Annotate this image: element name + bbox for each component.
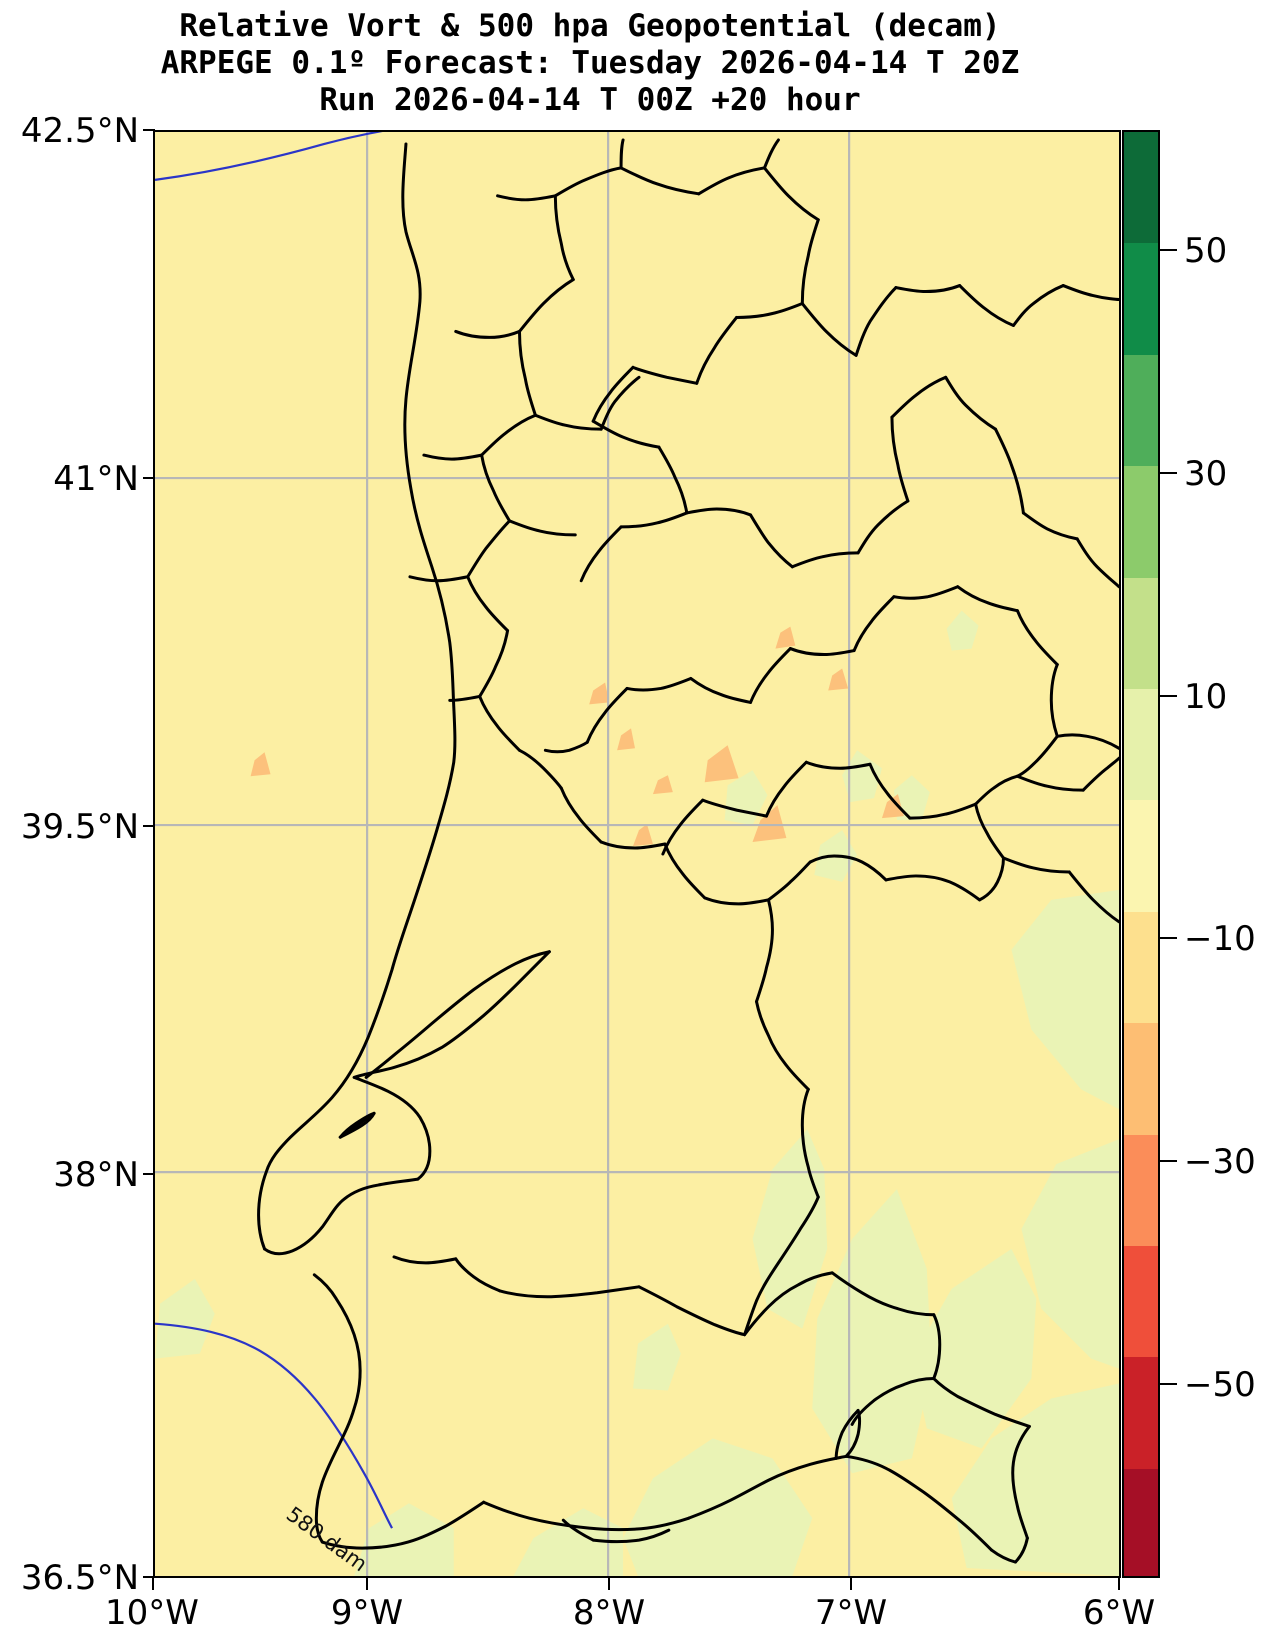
colorbar-band-2 [1124, 354, 1158, 467]
negative-vorticity-patches [250, 626, 904, 847]
xtick-label-7W: 7°W [814, 1593, 888, 1633]
xtick-mark-4 [1118, 1578, 1121, 1590]
map-svg [155, 132, 1119, 1576]
map-borders [257, 138, 1119, 1564]
cbtick-mark-10 [1160, 695, 1177, 698]
xtick-mark-1 [366, 1578, 369, 1590]
cbtick-mark-m30 [1160, 1160, 1177, 1163]
colorbar-band-4 [1124, 577, 1158, 689]
ytick-mark-2 [143, 825, 155, 828]
cbtick-mark-m50 [1160, 1383, 1177, 1386]
cbtick-mark-50 [1160, 249, 1177, 252]
xtick-mark-2 [608, 1578, 611, 1590]
geopotential-contour-580 [155, 132, 393, 1529]
ytick-label-42-5N: 42.5°N [20, 111, 139, 151]
xtick-label-9W: 9°W [330, 1593, 404, 1633]
colorbar-band-9 [1124, 1134, 1158, 1246]
map-plot-area[interactable] [153, 130, 1121, 1578]
colorbar[interactable] [1122, 130, 1160, 1578]
ytick-label-41N: 41°N [53, 459, 139, 499]
colorbar-band-10 [1124, 1245, 1158, 1358]
xtick-mark-3 [850, 1578, 853, 1590]
ytick-label-38N: 38°N [53, 1155, 139, 1195]
ytick-mark-4 [143, 1576, 155, 1579]
ytick-label-36-5N: 36.5°N [20, 1558, 139, 1598]
colorbar-band-3 [1124, 466, 1158, 578]
positive-vorticity-patches [155, 610, 1119, 1576]
colorbar-band-1 [1124, 243, 1158, 355]
cbtick-label-m30: −30 [1184, 1142, 1256, 1182]
ytick-mark-1 [143, 477, 155, 480]
ytick-mark-0 [143, 129, 155, 132]
cbtick-mark-30 [1160, 472, 1177, 475]
xtick-label-10W: 10°W [105, 1593, 199, 1633]
map-gridlines [155, 132, 1119, 1576]
xtick-mark-0 [152, 1578, 155, 1590]
chart-title-block: Relative Vort & 500 hpa Geopotential (de… [0, 8, 1180, 119]
cbtick-label-30: 30 [1184, 454, 1228, 494]
colorbar-band-5 [1124, 688, 1158, 801]
title-line-3: Run 2026-04-14 T 00Z +20 hour [319, 81, 861, 118]
ytick-mark-3 [143, 1173, 155, 1176]
colorbar-band-8 [1124, 1023, 1158, 1135]
colorbar-band-6 [1124, 800, 1158, 912]
title-line-1: Relative Vort & 500 hpa Geopotential (de… [179, 8, 1001, 44]
title-line-2: ARPEGE 0.1º Forecast: Tuesday 2026-04-14… [160, 44, 1020, 81]
colorbar-band-0 [1124, 132, 1158, 244]
cbtick-mark-m10 [1160, 937, 1177, 940]
colorbar-band-11 [1124, 1357, 1158, 1469]
cbtick-label-m50: −50 [1184, 1365, 1256, 1405]
ytick-label-39-5N: 39.5°N [20, 807, 139, 847]
colorbar-band-12 [1124, 1468, 1158, 1576]
xtick-label-8W: 8°W [572, 1593, 646, 1633]
xtick-label-6W: 6°W [1082, 1593, 1156, 1633]
cbtick-label-10: 10 [1184, 677, 1228, 717]
colorbar-band-7 [1124, 911, 1158, 1024]
cbtick-label-50: 50 [1184, 231, 1228, 271]
cbtick-label-m10: −10 [1184, 919, 1256, 959]
